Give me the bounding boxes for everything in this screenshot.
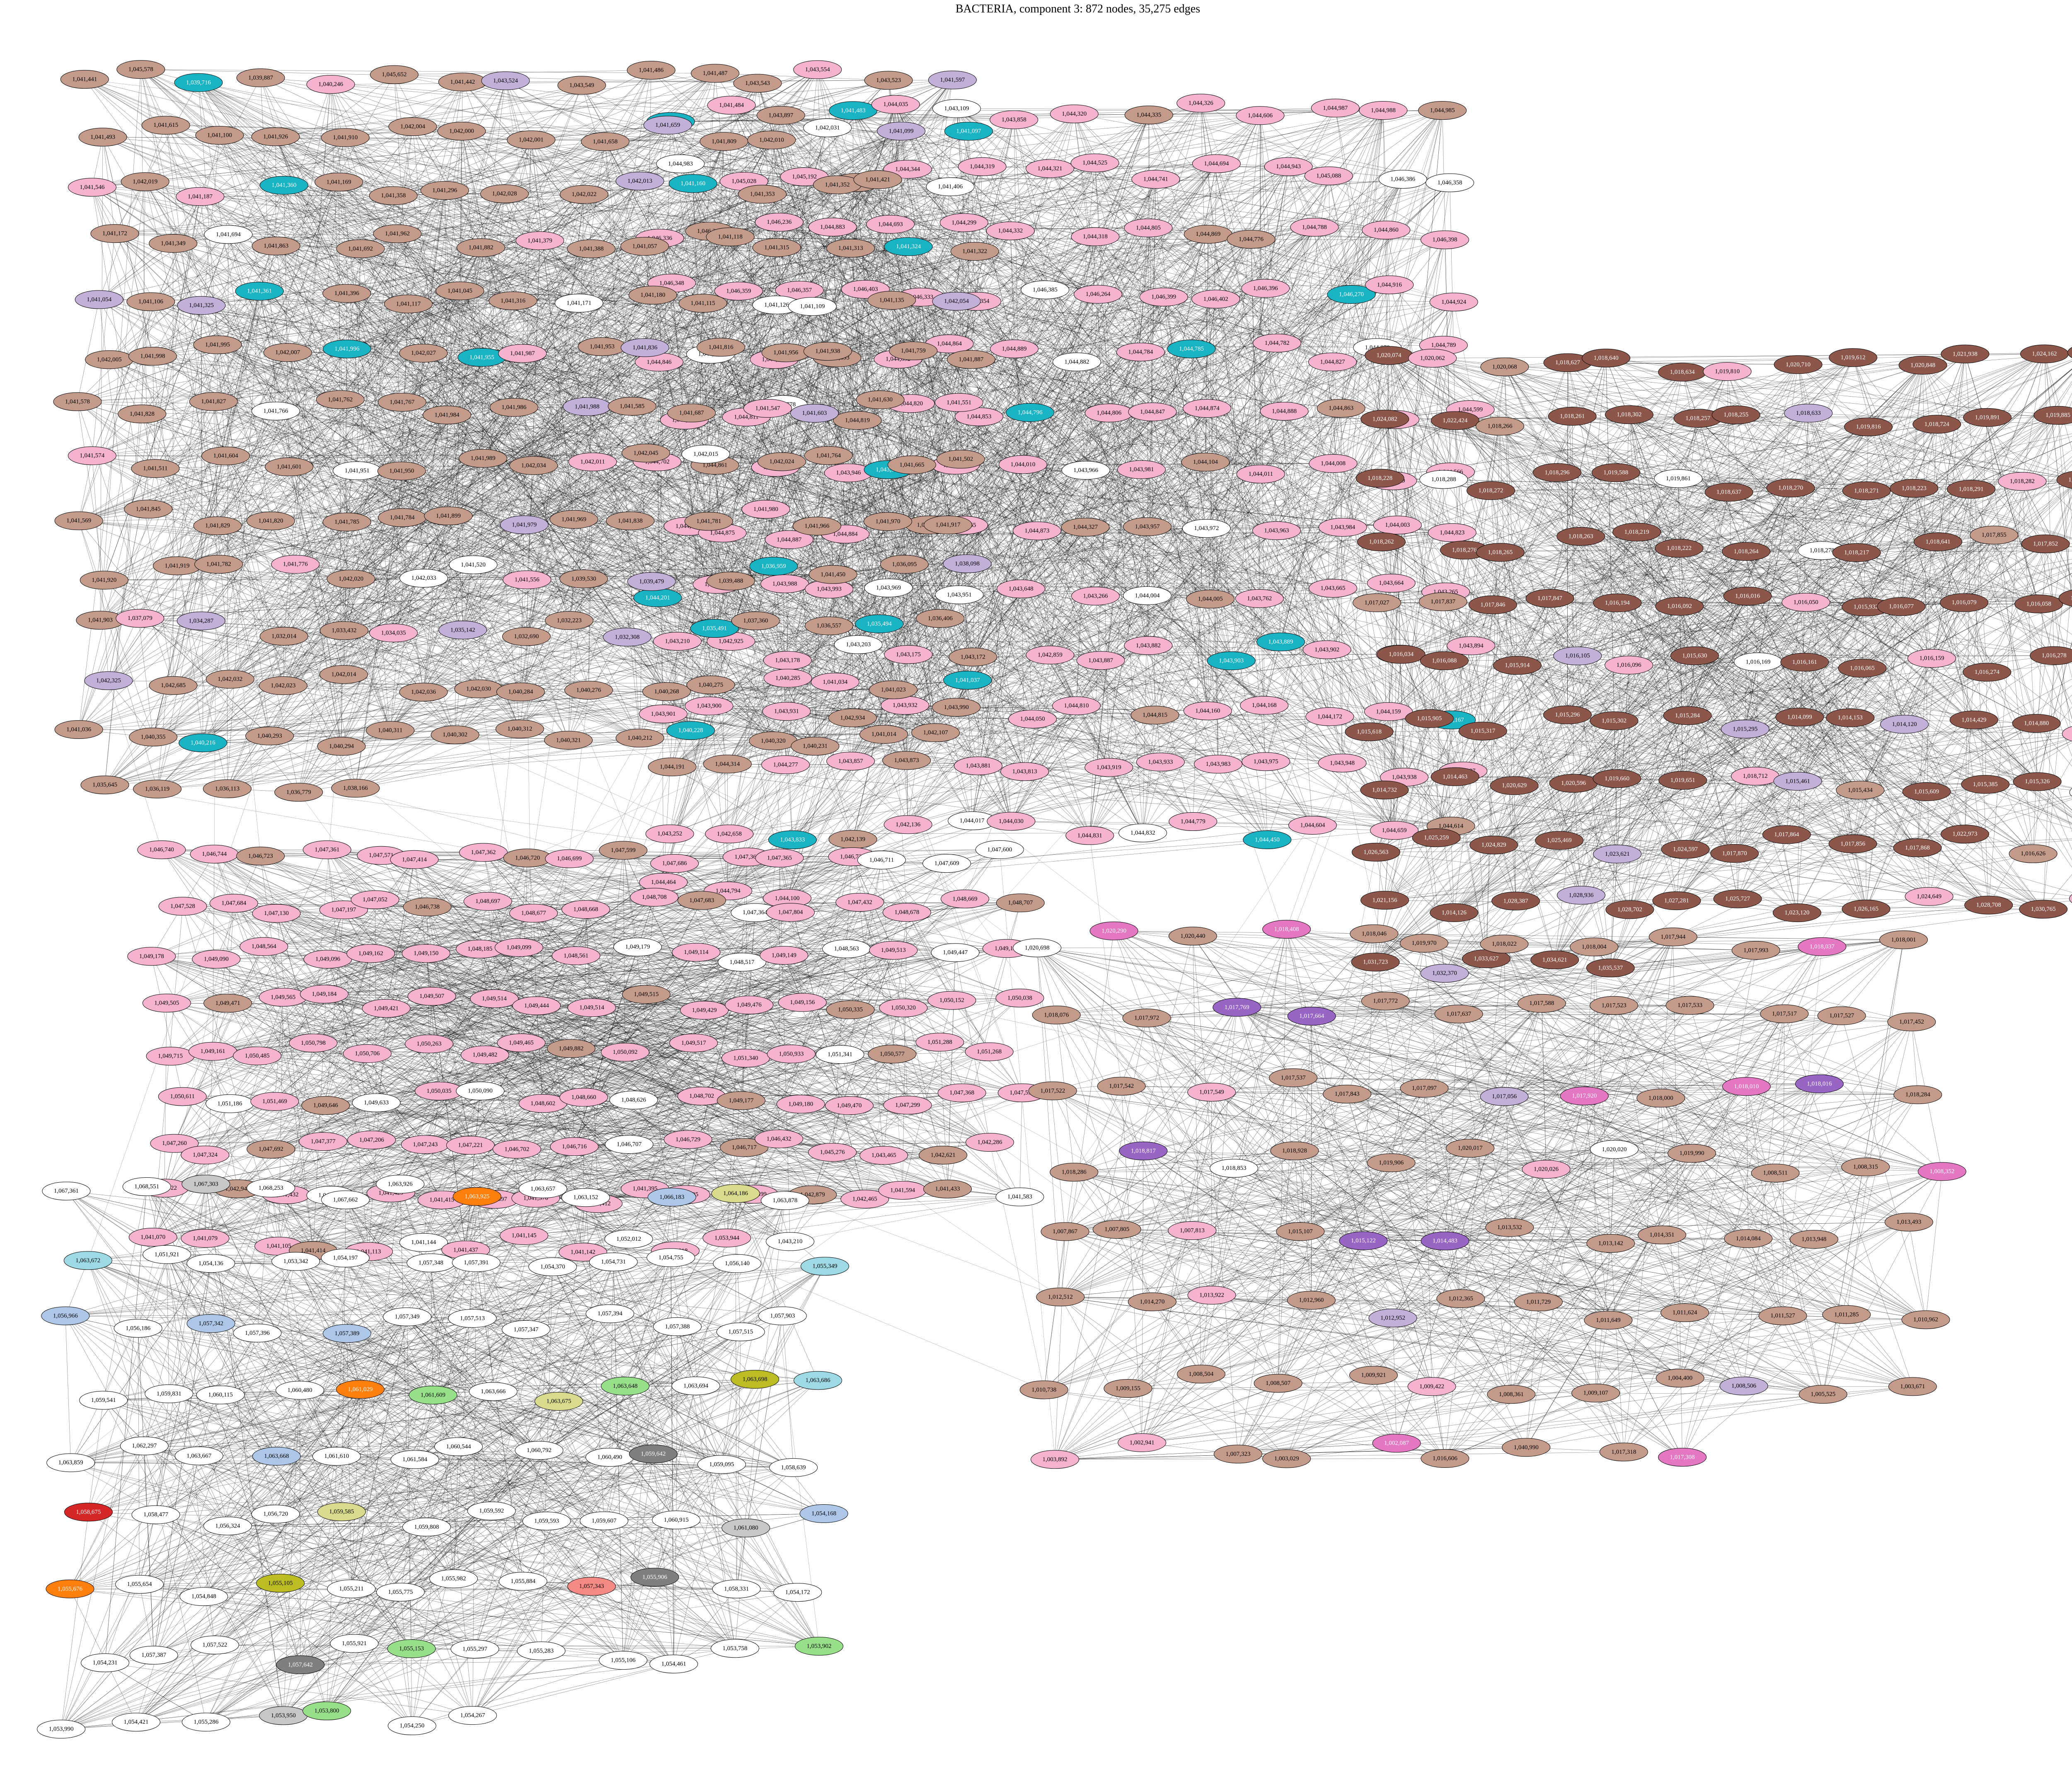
graph-edge xyxy=(746,111,1383,417)
graph-edge xyxy=(1210,599,1232,661)
graph-edge xyxy=(1148,646,1267,840)
graph-edge xyxy=(672,767,1451,826)
graph-edge xyxy=(1090,179,1156,836)
graph-edge xyxy=(1266,111,1383,288)
